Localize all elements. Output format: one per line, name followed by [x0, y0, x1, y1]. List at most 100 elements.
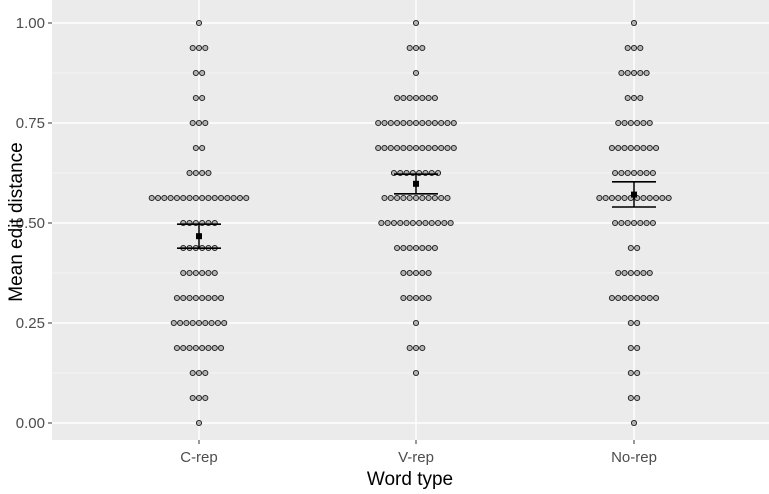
data-point: [419, 144, 426, 152]
data-point: [425, 94, 432, 102]
data-point: [630, 419, 638, 427]
data-point: [621, 194, 628, 202]
data-point: [394, 244, 401, 252]
data-point: [640, 269, 647, 277]
data-point: [649, 219, 656, 227]
plot-panel: [52, 0, 769, 440]
data-point: [634, 269, 641, 277]
data-point: [627, 244, 634, 252]
data-point: [205, 294, 212, 302]
data-point: [211, 344, 218, 352]
data-point: [189, 319, 196, 327]
data-point: [406, 269, 413, 277]
data-point: [192, 144, 199, 152]
data-point: [199, 94, 206, 102]
data-point: [643, 169, 650, 177]
data-point: [615, 194, 622, 202]
data-point: [387, 119, 394, 127]
data-point: [186, 269, 193, 277]
data-point: [390, 219, 398, 227]
data-point: [381, 194, 388, 202]
data-point: [202, 319, 209, 327]
data-point: [412, 19, 420, 27]
data-point: [419, 269, 426, 277]
data-point: [202, 369, 209, 377]
data-point: [202, 44, 209, 52]
data-point: [180, 294, 187, 302]
data-point: [637, 169, 644, 177]
data-point: [199, 269, 206, 277]
data-point: [189, 394, 196, 402]
data-point: [615, 144, 622, 152]
data-point: [659, 194, 666, 202]
data-point: [425, 119, 432, 127]
data-point: [192, 69, 199, 77]
data-point: [444, 144, 451, 152]
data-point: [412, 369, 420, 377]
data-point: [199, 344, 206, 352]
data-point: [180, 269, 187, 277]
x-axis-title: Word type: [367, 469, 453, 490]
data-point: [177, 319, 184, 327]
data-point: [173, 344, 180, 352]
data-point: [406, 194, 413, 202]
data-point: [199, 69, 206, 77]
data-point: [205, 269, 212, 277]
data-point: [653, 294, 660, 302]
data-point: [180, 344, 187, 352]
y-tick-label: 1.00: [16, 15, 45, 32]
data-point: [615, 294, 622, 302]
data-point: [400, 244, 407, 252]
data-point: [192, 169, 199, 177]
data-point: [627, 394, 634, 402]
data-point: [378, 219, 385, 227]
data-point: [649, 169, 656, 177]
data-point: [412, 194, 420, 202]
data-point: [615, 269, 622, 277]
data-point: [387, 144, 394, 152]
data-point: [624, 219, 631, 227]
data-point: [397, 219, 404, 227]
data-point: [384, 219, 391, 227]
data-point: [394, 144, 401, 152]
data-point: [621, 119, 628, 127]
data-point: [403, 219, 410, 227]
data-point: [621, 144, 628, 152]
data-point: [192, 269, 199, 277]
data-point: [189, 44, 196, 52]
data-point: [621, 269, 628, 277]
mean-marker: [631, 191, 637, 198]
data-point: [627, 294, 634, 302]
data-point: [195, 369, 203, 377]
data-point: [596, 194, 603, 202]
data-point: [381, 119, 388, 127]
data-point: [621, 294, 628, 302]
data-point: [394, 119, 401, 127]
data-point: [630, 44, 638, 52]
data-point: [170, 319, 177, 327]
data-point: [637, 69, 644, 77]
data-point: [148, 194, 155, 202]
data-point: [205, 344, 212, 352]
mean-marker: [413, 180, 419, 187]
data-point: [447, 219, 454, 227]
data-point: [438, 119, 445, 127]
x-tick-label: No-rep: [611, 449, 657, 466]
data-point: [634, 244, 641, 252]
data-point: [627, 119, 634, 127]
data-point: [431, 119, 438, 127]
data-point: [409, 219, 416, 227]
data-point: [640, 119, 647, 127]
y-tick-label: 0.00: [16, 415, 45, 432]
data-point: [624, 69, 631, 77]
data-point: [211, 269, 218, 277]
data-point: [208, 319, 215, 327]
data-point: [438, 194, 445, 202]
data-point: [211, 194, 218, 202]
data-point: [394, 194, 401, 202]
data-point: [608, 294, 616, 302]
data-point: [412, 344, 420, 352]
mean-marker: [196, 233, 202, 240]
data-point: [646, 119, 653, 127]
data-point: [186, 194, 193, 202]
